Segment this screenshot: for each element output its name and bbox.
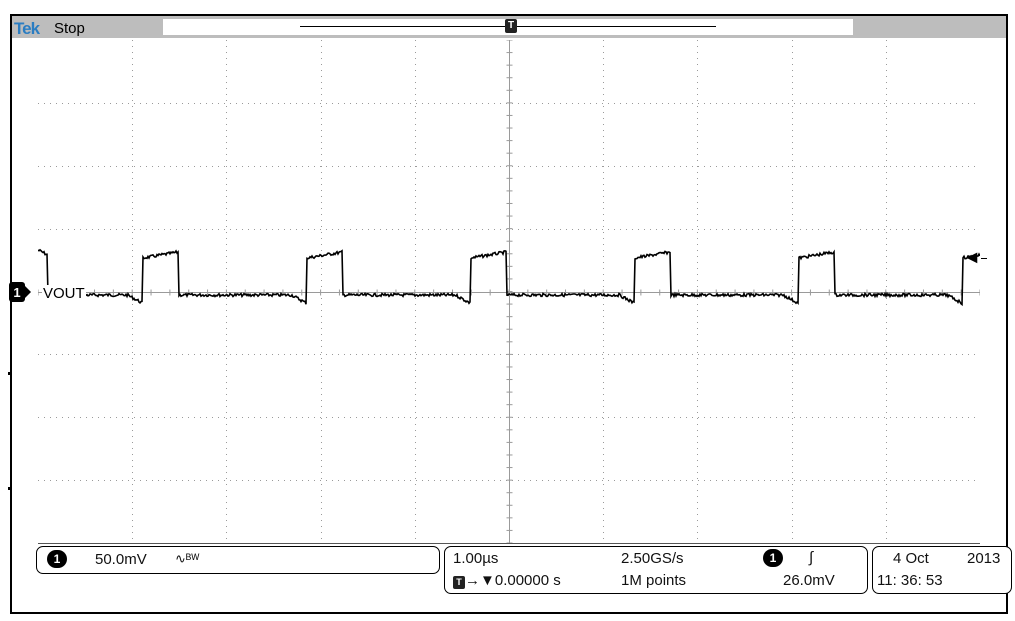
channel-1-panel[interactable]: 1 50.0mV ∿ᴮᵂ — [36, 546, 440, 574]
waveform-trace — [38, 248, 980, 307]
sample-rate: 2.50GS/s — [621, 550, 684, 567]
graticule-svg — [38, 40, 980, 543]
record-trigger-icon: T — [505, 19, 517, 33]
trigger-icon: T — [453, 576, 465, 589]
channel-1-badge: 1 — [47, 550, 67, 568]
edge-tick — [8, 487, 11, 490]
acquisition-status: Stop — [54, 20, 85, 37]
ac-bandwidth-icon: ∿ᴮᵂ — [175, 551, 200, 566]
arrow-icon: →▼ — [465, 572, 495, 589]
time-per-division: 1.00µs — [453, 550, 499, 567]
edge-tick — [8, 372, 11, 375]
record-length: 1M points — [621, 572, 687, 589]
trace-label: VOUT — [42, 285, 86, 302]
trigger-channel-badge: 1 — [763, 549, 783, 567]
waveform-display[interactable] — [38, 40, 980, 544]
rising-edge-icon: ∫ — [809, 549, 814, 566]
clock-time: 11: 36: 53 — [877, 572, 943, 589]
vertical-scale: 50.0mV — [95, 551, 147, 568]
timebase-trigger-panel[interactable]: 1.00µs 2.50GS/s 1 ∫ T →▼0.00000 s 1M poin… — [444, 546, 868, 594]
trigger-position-readout: T →▼0.00000 s — [453, 572, 561, 589]
trigger-position-value: 0.00000 s — [494, 572, 561, 589]
datetime-panel: 4 Oct 2013 11: 36: 53 — [872, 546, 1012, 594]
date-year: 2013 — [967, 550, 1001, 567]
channel-1-ground-marker-icon[interactable]: 1 — [9, 282, 31, 302]
trigger-level: 26.0mV — [783, 572, 835, 589]
date-day: 4 Oct — [893, 550, 929, 567]
svg-text:1: 1 — [13, 285, 20, 300]
brand-logo: Tek — [14, 19, 40, 38]
trigger-level-arrow-icon[interactable]: ◄ — [963, 248, 987, 266]
